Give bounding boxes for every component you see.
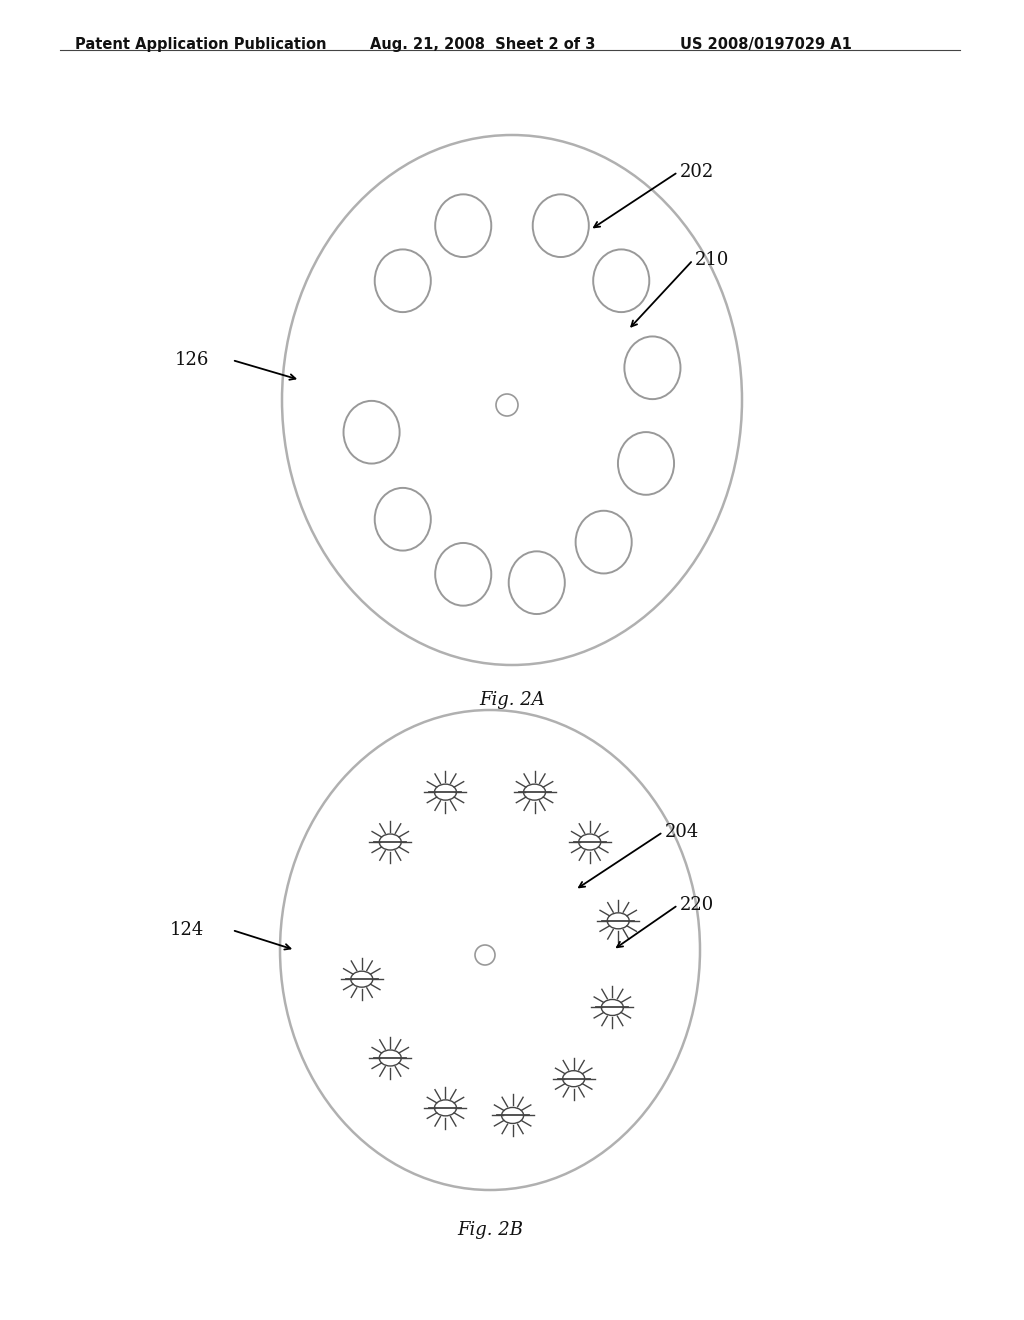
Ellipse shape xyxy=(502,1107,523,1123)
Ellipse shape xyxy=(607,913,629,929)
Text: 202: 202 xyxy=(680,162,715,181)
Text: US 2008/0197029 A1: US 2008/0197029 A1 xyxy=(680,37,852,51)
Ellipse shape xyxy=(523,784,546,800)
Text: 204: 204 xyxy=(665,822,699,841)
Text: 220: 220 xyxy=(680,896,715,913)
Ellipse shape xyxy=(579,834,601,850)
Ellipse shape xyxy=(351,972,373,987)
Ellipse shape xyxy=(379,834,401,850)
Text: 126: 126 xyxy=(175,351,209,370)
Text: Fig. 2A: Fig. 2A xyxy=(479,690,545,709)
Ellipse shape xyxy=(434,1100,457,1115)
Ellipse shape xyxy=(601,999,624,1015)
Text: Aug. 21, 2008  Sheet 2 of 3: Aug. 21, 2008 Sheet 2 of 3 xyxy=(370,37,595,51)
Text: Patent Application Publication: Patent Application Publication xyxy=(75,37,327,51)
Text: 210: 210 xyxy=(695,251,729,269)
Ellipse shape xyxy=(434,784,457,800)
Text: 124: 124 xyxy=(170,921,204,939)
Text: Fig. 2B: Fig. 2B xyxy=(457,1221,523,1239)
Ellipse shape xyxy=(563,1071,585,1086)
Ellipse shape xyxy=(379,1049,401,1067)
